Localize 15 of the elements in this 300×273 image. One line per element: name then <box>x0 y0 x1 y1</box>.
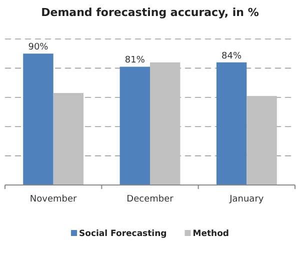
chart-title: Demand forecasting accuracy, in % <box>41 6 259 19</box>
bar <box>216 62 247 185</box>
bar <box>23 54 54 185</box>
bar <box>246 96 277 185</box>
bar <box>120 66 150 185</box>
x-tick-label: December <box>126 194 174 204</box>
x-tick-label: November <box>30 194 78 204</box>
legend-label: Method <box>192 229 229 239</box>
bar <box>53 93 84 185</box>
data-label: 84% <box>222 51 242 62</box>
data-label: 90% <box>28 42 49 53</box>
legend-label: Social Forecasting <box>79 229 167 239</box>
data-label: 81% <box>124 56 146 66</box>
x-tick-label: January <box>228 194 264 204</box>
bar <box>150 62 180 185</box>
